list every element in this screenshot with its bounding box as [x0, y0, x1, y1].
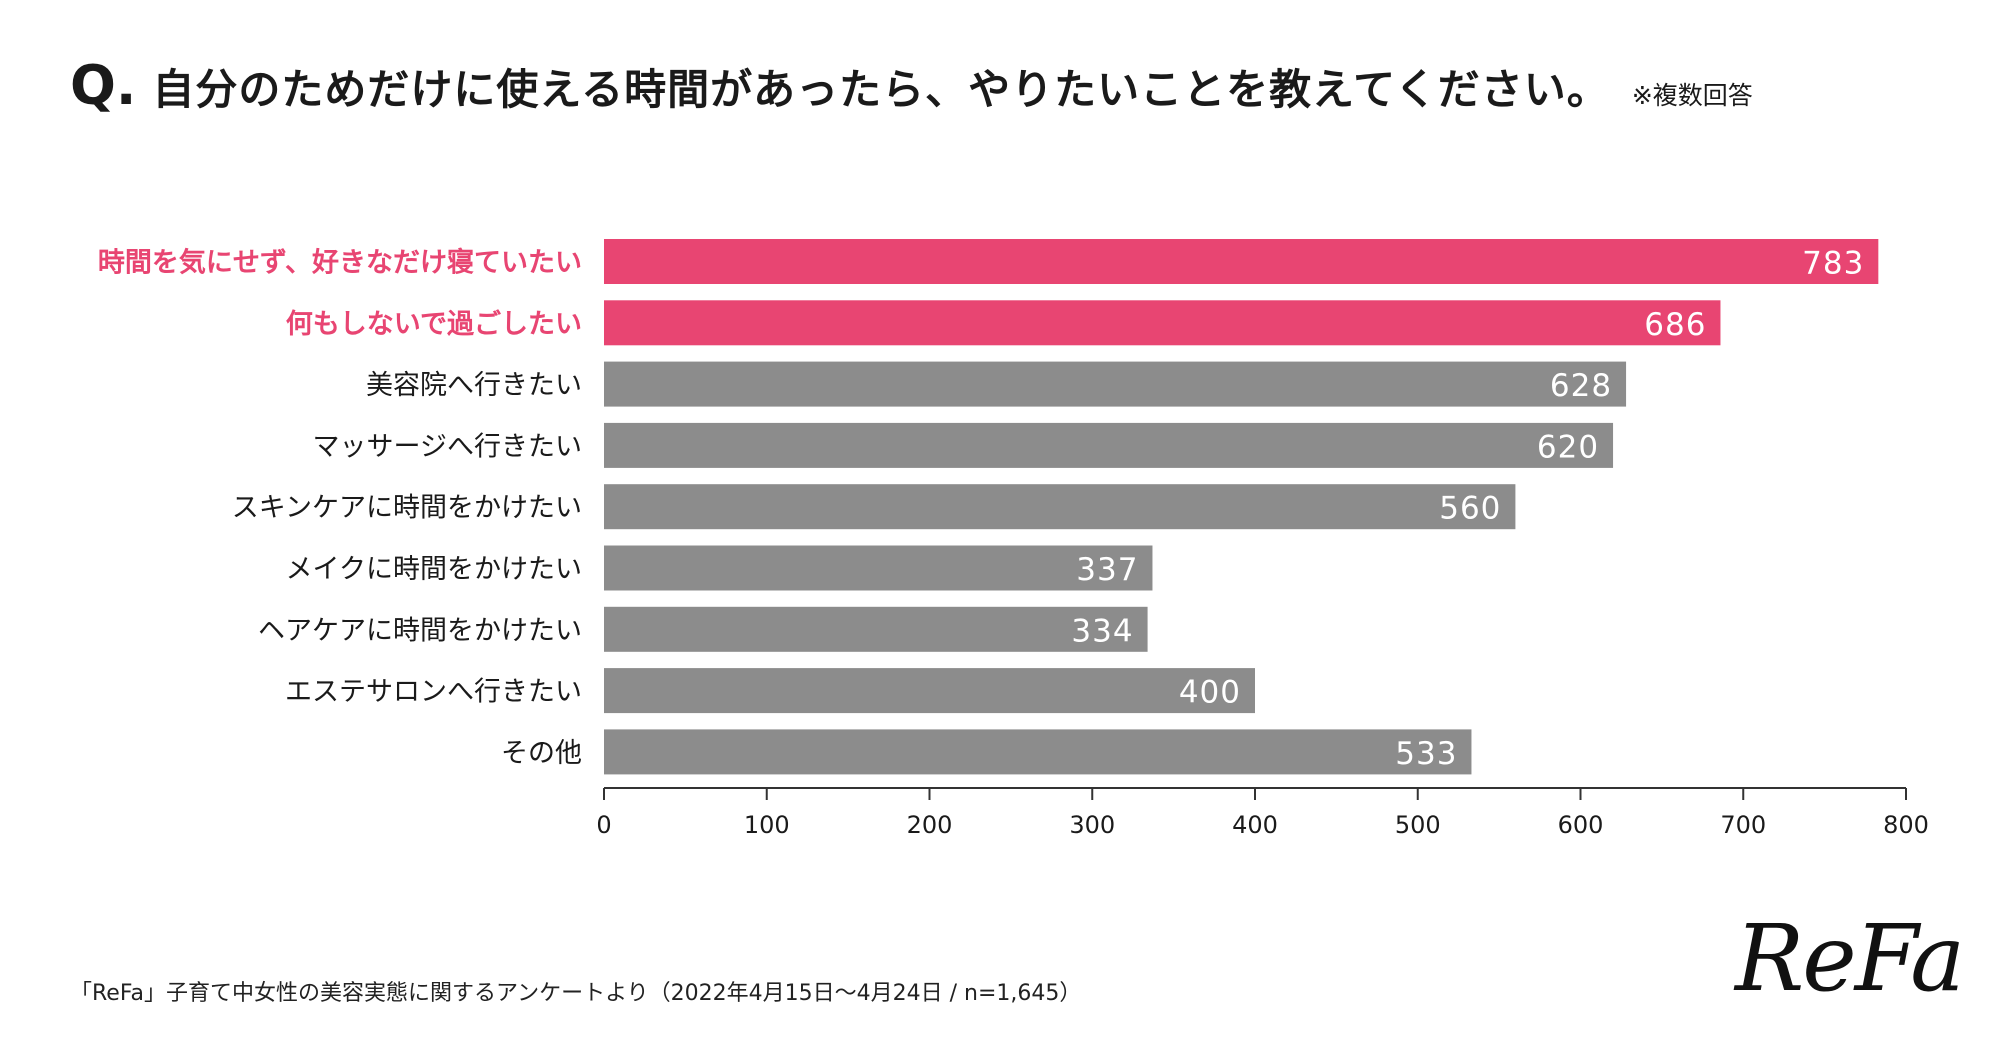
bar — [604, 606, 1148, 652]
data-label: 783 — [1802, 246, 1864, 282]
data-label: 337 — [1076, 552, 1138, 588]
x-tick-label: 800 — [1883, 811, 1929, 839]
bar — [604, 239, 1879, 284]
bar-chart: 時間を気にせず、好きなだけ寝ていたい 783 何もしないで過ごしたい 686 美容院へ行… — [98, 239, 1929, 839]
category-label: マッサージへ行きたい — [313, 431, 582, 462]
category-label: 時間を気にせず、好きなだけ寝ていたい — [98, 247, 582, 279]
x-tick-label: 300 — [1069, 811, 1115, 839]
x-tick-label: 400 — [1232, 811, 1278, 839]
bar — [604, 300, 1721, 346]
bar — [604, 422, 1614, 468]
category-label: メイクに時間をかけたい — [286, 554, 582, 585]
x-tick-label: 600 — [1558, 811, 1604, 839]
data-label: 400 — [1179, 675, 1241, 711]
category-label: スキンケアに時間をかけたい — [232, 493, 582, 524]
category-label: エステサロンへ行きたい — [285, 677, 582, 708]
x-tick-label: 100 — [744, 811, 790, 839]
category-label: 美容院へ行きたい — [366, 370, 582, 401]
bar — [604, 729, 1472, 775]
question-text: 自分のためだけに使える時間があったら、やりたいことを教えてください。 — [152, 65, 1610, 114]
category-label: ヘアケアに時間をかけたい — [258, 615, 582, 646]
bar — [604, 545, 1153, 591]
multiple-answer-note: ※複数回答 — [1631, 81, 1753, 110]
chart-title: Q. 自分のためだけに使える時間があったら、やりたいことを教えてください。 ※複… — [70, 54, 1753, 134]
data-label: 620 — [1537, 429, 1599, 465]
data-label: 628 — [1550, 368, 1612, 404]
data-label: 533 — [1395, 736, 1457, 772]
x-tick-label: 0 — [596, 811, 611, 839]
bar — [604, 668, 1255, 714]
refa-logo: ReFa — [1735, 905, 1965, 1012]
x-tick-label: 200 — [907, 811, 953, 839]
bar — [604, 361, 1627, 407]
category-label: その他 — [501, 738, 582, 769]
category-label: 何もしないで過ごしたい — [286, 308, 582, 340]
data-label: 560 — [1439, 491, 1501, 527]
question-prefix: Q. — [70, 54, 137, 117]
source-note: 「ReFa」子育て中女性の美容実態に関するアンケートより（2022年4月15日〜… — [70, 981, 1082, 1006]
data-label: 686 — [1644, 307, 1706, 343]
x-tick-label: 700 — [1720, 811, 1766, 839]
x-tick-label: 500 — [1395, 811, 1441, 839]
data-label: 334 — [1071, 613, 1133, 649]
bar — [604, 484, 1516, 530]
